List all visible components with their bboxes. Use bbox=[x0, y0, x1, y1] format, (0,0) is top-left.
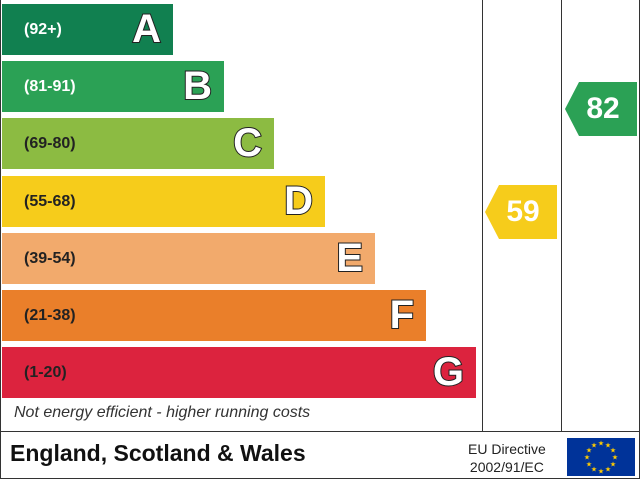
region-label: England, Scotland & Wales bbox=[10, 440, 306, 466]
svg-text:★: ★ bbox=[591, 466, 597, 474]
band-letter: A bbox=[131, 6, 162, 52]
arrow-shape bbox=[485, 185, 557, 239]
band-e: (39-54) E bbox=[2, 233, 375, 284]
arrow-shape bbox=[565, 82, 637, 136]
svg-text:★: ★ bbox=[598, 468, 604, 476]
band-letter: D bbox=[283, 178, 314, 224]
band-c: (69-80) C bbox=[2, 118, 274, 169]
inefficiency-note: Not energy efficient - higher running co… bbox=[14, 404, 311, 421]
svg-text:★: ★ bbox=[598, 440, 604, 448]
band-letter: F bbox=[389, 292, 415, 338]
column-divider-current bbox=[482, 0, 483, 432]
band-b: (81-91) B bbox=[2, 61, 224, 112]
potential-rating-arrow: 82 bbox=[565, 82, 637, 136]
svg-text:★: ★ bbox=[610, 447, 616, 455]
svg-text:★: ★ bbox=[591, 442, 597, 450]
svg-text:★: ★ bbox=[584, 454, 590, 462]
svg-text:★: ★ bbox=[605, 466, 611, 474]
band-range: (1-20) bbox=[24, 363, 67, 381]
svg-text:★: ★ bbox=[605, 442, 611, 450]
band-range: (92+) bbox=[24, 20, 62, 38]
current-rating-value: 59 bbox=[506, 195, 540, 228]
band-range: (81-91) bbox=[24, 77, 76, 95]
band-letter: E bbox=[335, 235, 364, 281]
band-g: (1-20) G bbox=[2, 347, 476, 398]
svg-text:★: ★ bbox=[586, 461, 592, 469]
eu-directive: EU Directive 2002/91/EC bbox=[468, 440, 546, 476]
band-a: (92+) A bbox=[2, 4, 173, 55]
svg-text:★: ★ bbox=[610, 461, 616, 469]
eu-directive-line1: EU Directive bbox=[468, 441, 546, 457]
band-range: (55-68) bbox=[24, 192, 76, 210]
band-range: (21-38) bbox=[24, 306, 76, 324]
current-rating-arrow: 59 bbox=[485, 185, 557, 239]
band-d: (55-68) D bbox=[2, 176, 325, 227]
eu-flag-icon: ★ ★ ★ ★ ★ ★ ★ ★ ★ ★ ★ ★ bbox=[567, 438, 635, 476]
footer-divider bbox=[0, 431, 640, 432]
band-letter: G bbox=[432, 349, 465, 395]
band-f: (21-38) F bbox=[2, 290, 426, 341]
band-letter: C bbox=[232, 120, 263, 166]
potential-rating-value: 82 bbox=[586, 92, 620, 125]
column-divider-potential bbox=[561, 0, 562, 432]
band-range: (69-80) bbox=[24, 134, 76, 152]
band-range: (39-54) bbox=[24, 249, 76, 267]
svg-text:★: ★ bbox=[612, 454, 618, 462]
band-letter: B bbox=[182, 63, 213, 109]
eu-directive-line2: 2002/91/EC bbox=[469, 459, 544, 475]
svg-text:★: ★ bbox=[586, 447, 592, 455]
